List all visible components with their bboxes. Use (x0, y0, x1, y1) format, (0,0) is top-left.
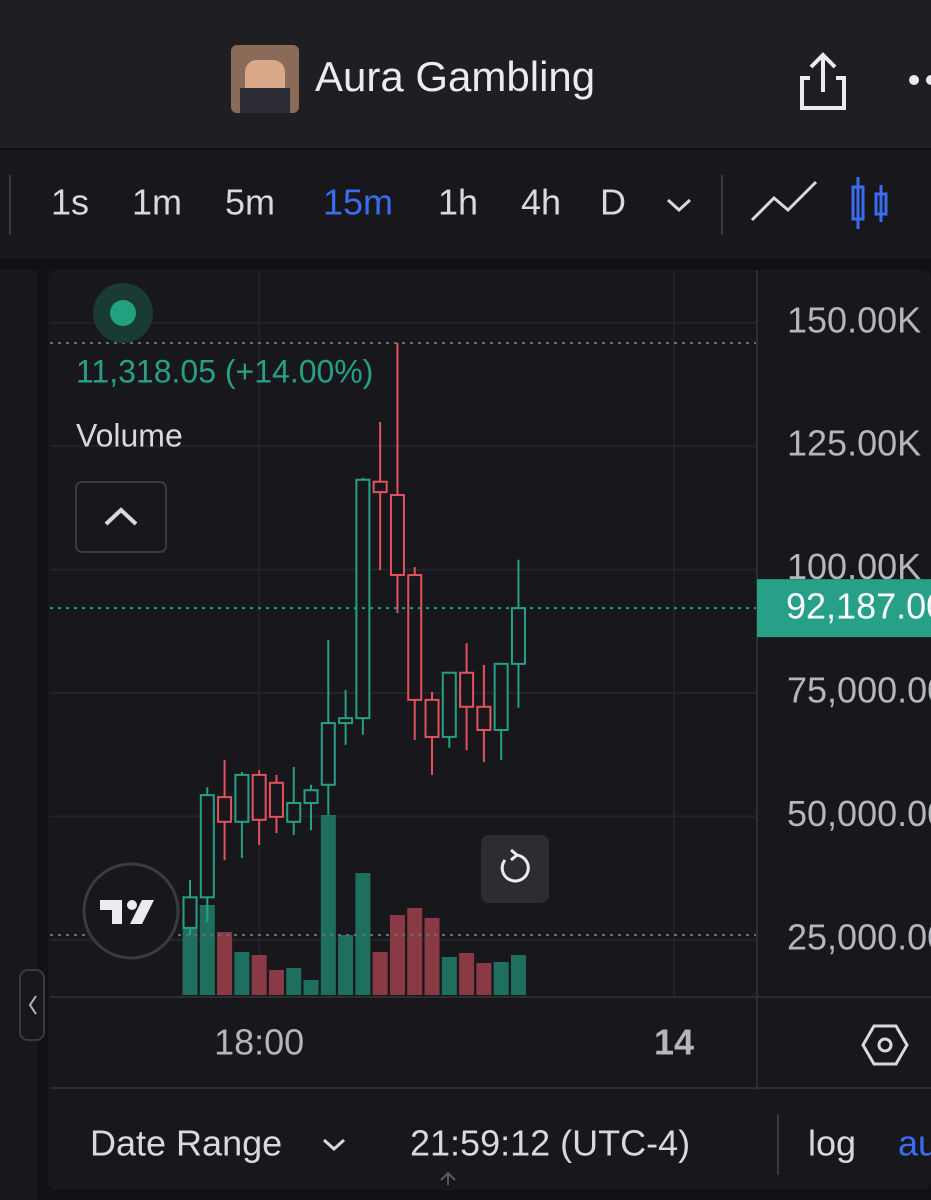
volume-bar (217, 932, 233, 995)
candle-body (407, 574, 423, 701)
line-chart-button[interactable] (750, 180, 818, 222)
volume-bar (510, 955, 526, 995)
candle-body (355, 478, 371, 720)
candle-body (234, 773, 250, 823)
volume-bar (251, 955, 267, 995)
tradingview-logo[interactable] (82, 862, 180, 960)
candle-body (268, 781, 284, 818)
collapse-icon (104, 507, 138, 526)
candle-body (424, 698, 440, 738)
volume-label: Volume (76, 417, 183, 453)
interval-button[interactable]: 5m (225, 182, 275, 223)
date-range-button[interactable]: Date Range (90, 1123, 282, 1164)
candle-body (303, 789, 319, 805)
interval-button[interactable]: 15m (323, 182, 393, 223)
volume-bar (268, 970, 284, 995)
volume-bar (303, 980, 319, 995)
y-tick-label: 150.00K (787, 299, 921, 340)
volume-bar (234, 952, 250, 995)
candle-body (320, 722, 336, 786)
side-panel (0, 270, 38, 1200)
interval-button[interactable]: 1s (51, 182, 89, 223)
volume-bar (424, 918, 440, 995)
reset-button[interactable] (481, 835, 549, 903)
y-tick-label: 25,000.00 (787, 916, 931, 957)
candle-body (441, 671, 457, 738)
candle-body (476, 705, 492, 731)
panel-toggle-icon (28, 995, 37, 1015)
volume-bar (459, 953, 475, 995)
toolbar (0, 150, 931, 258)
collapse-button[interactable] (75, 481, 167, 553)
auto-toggle[interactable]: au (898, 1123, 931, 1164)
candle-body (338, 717, 354, 725)
clock: 21:59:12 (UTC-4) (410, 1123, 690, 1164)
candle-chart-button[interactable] (851, 177, 888, 229)
settings-button[interactable] (861, 1024, 909, 1066)
plot-area (50, 270, 757, 997)
date-range-chevron (322, 1138, 346, 1152)
candle-body (251, 773, 267, 821)
interval-dropdown[interactable] (666, 198, 692, 213)
volume-bar (389, 915, 405, 995)
interval-button[interactable]: D (600, 182, 626, 223)
scroll-hint (440, 1171, 456, 1185)
header-title: Aura Gambling (315, 53, 595, 100)
log-toggle[interactable]: log (808, 1123, 856, 1164)
avatar[interactable] (231, 45, 299, 113)
candle-body (459, 671, 475, 708)
volume-bar (493, 962, 509, 995)
candle-body (372, 480, 388, 494)
more-button[interactable] (909, 75, 931, 85)
volume-bar (286, 968, 302, 995)
candle-body (182, 896, 198, 929)
x-tick-label: 14 (654, 1022, 694, 1063)
price-tag (757, 579, 931, 638)
interval-button[interactable]: 1h (438, 182, 478, 223)
volume-bar (320, 815, 336, 995)
candle-body (286, 802, 302, 823)
change-label: 11,318.05 (+14.00%) (76, 353, 373, 389)
volume-bar (407, 908, 423, 995)
volume-bar (338, 935, 354, 995)
panel-toggle[interactable] (19, 969, 45, 1041)
y-tick-label: 125.00K (787, 423, 921, 464)
y-tick-label: 50,000.00 (787, 793, 931, 834)
price-tag-label: 92,187.00 (786, 586, 931, 627)
candle-body (199, 794, 215, 899)
volume-bar (199, 905, 215, 995)
x-tick-label: 18:00 (214, 1022, 304, 1063)
interval-button[interactable]: 1m (132, 182, 182, 223)
interval-button[interactable]: 4h (521, 182, 561, 223)
candle-body (389, 494, 405, 577)
volume-bar (182, 925, 198, 995)
live-indicator (110, 300, 136, 326)
candle-body (510, 607, 526, 665)
volume-bar (372, 952, 388, 995)
volume-bar (441, 957, 457, 995)
candle-body (217, 796, 233, 823)
y-tick-label: 75,000.00 (787, 669, 931, 710)
axes: 25,000.0050,000.0075,000.00100.00K125.00… (214, 299, 931, 1063)
share-button[interactable] (800, 52, 846, 110)
header-bar (0, 0, 931, 148)
interval-group: 1s 1m 5m 15m 1h 4h D (51, 182, 626, 223)
volume-bar (476, 963, 492, 995)
candle-body (493, 662, 509, 731)
